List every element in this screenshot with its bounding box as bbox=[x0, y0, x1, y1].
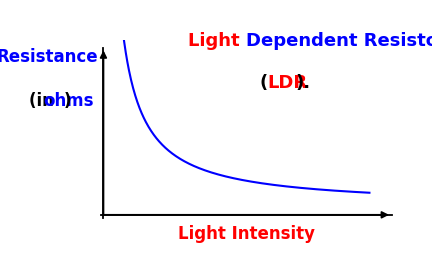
Text: ): ) bbox=[64, 92, 71, 110]
Text: (: ( bbox=[260, 74, 268, 92]
Text: Light Intensity: Light Intensity bbox=[178, 225, 315, 243]
Text: (in: (in bbox=[29, 92, 60, 110]
Text: ohms: ohms bbox=[44, 92, 94, 110]
Text: Dependent Resistor: Dependent Resistor bbox=[246, 32, 432, 50]
Text: Resistance: Resistance bbox=[0, 48, 98, 65]
Text: LDR: LDR bbox=[268, 74, 308, 92]
Text: ).: ). bbox=[296, 74, 311, 92]
Text: Light: Light bbox=[188, 32, 246, 50]
